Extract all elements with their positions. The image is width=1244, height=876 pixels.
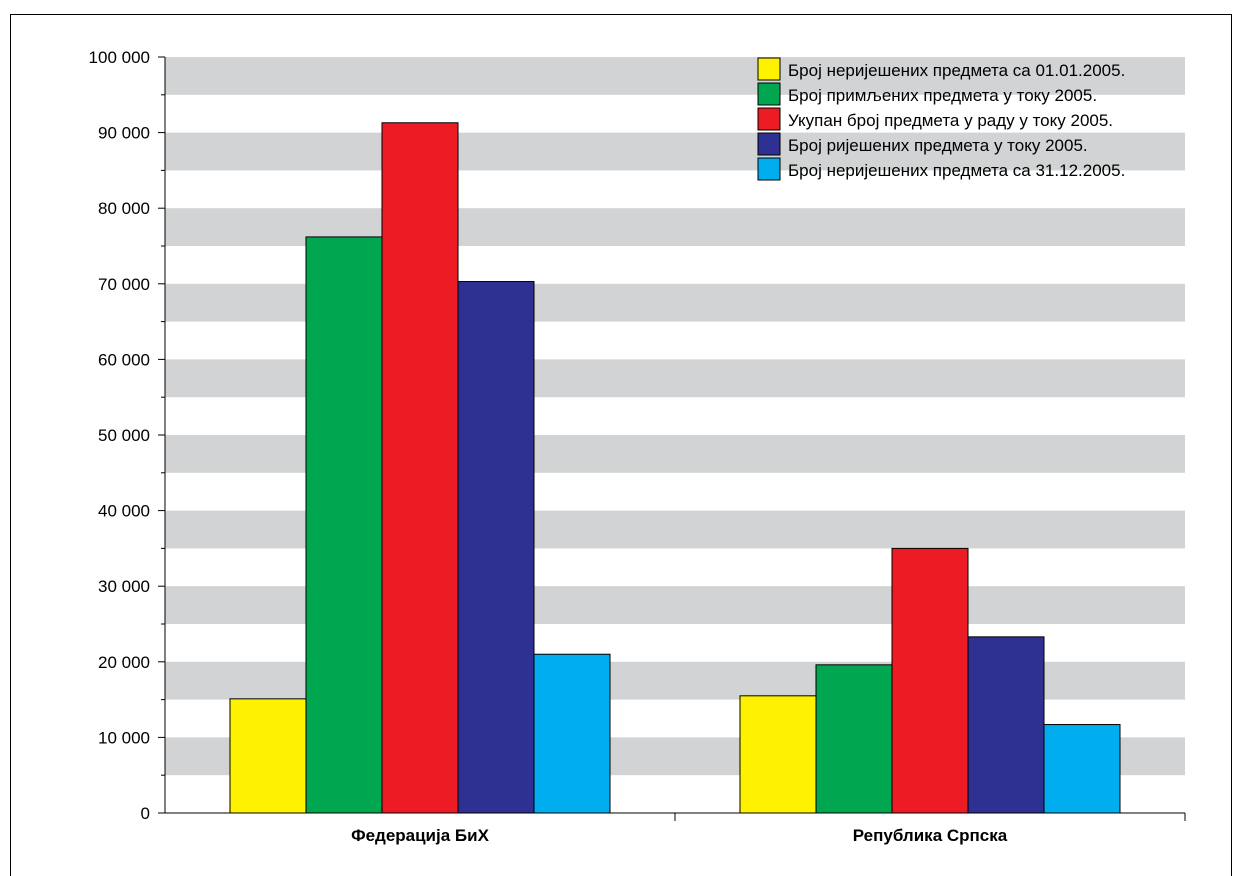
y-tick-label: 30 000	[98, 577, 150, 596]
y-tick-label: 70 000	[98, 275, 150, 294]
bar	[1043, 724, 1121, 814]
y-tick-label: 80 000	[98, 199, 150, 218]
bar	[967, 636, 1045, 814]
bar	[229, 698, 307, 814]
legend: Број неријешених предмета са 01.01.2005.…	[757, 57, 1125, 181]
y-tick-label: 90 000	[98, 124, 150, 143]
bar	[815, 664, 893, 814]
grid-band	[165, 57, 1185, 95]
legend-label: Број ријешених предмета у току 2005.	[788, 136, 1088, 155]
chart-frame	[10, 14, 1232, 876]
y-tick-label: 0	[141, 804, 150, 823]
bar	[891, 547, 969, 814]
legend-label: Број примљених предмета у току 2005.	[788, 86, 1097, 105]
x-category-label: Република Српска	[853, 826, 1008, 845]
legend-label: Укупан број предмета у раду у току 2005.	[788, 111, 1113, 130]
grid-band	[165, 132, 1185, 171]
legend-label: Број неријешених предмета са 31.12.2005.	[788, 161, 1125, 180]
legend-label: Број неријешених предмета са 01.01.2005.	[788, 61, 1125, 80]
legend-swatch	[757, 57, 781, 81]
legend-swatch	[757, 157, 781, 181]
bar	[739, 695, 817, 814]
bar	[305, 236, 383, 814]
y-tick-label: 50 000	[98, 426, 150, 445]
y-tick-label: 100 000	[89, 48, 150, 67]
legend-swatch	[757, 132, 781, 156]
y-tick-label: 10 000	[98, 728, 150, 747]
y-tick-label: 40 000	[98, 502, 150, 521]
legend-swatch	[757, 82, 781, 106]
legend-swatch	[757, 107, 781, 131]
y-axis-ticks: 0 10 000 20 000 30 000 40 000 50 000 60 000 70 …	[89, 48, 165, 823]
y-tick-label: 60 000	[98, 350, 150, 369]
bar	[381, 122, 459, 814]
bar	[457, 281, 535, 814]
x-category-label: Федерација БиХ	[351, 826, 490, 845]
x-axis-categories: Федерација БиХ Република Српска	[351, 813, 1186, 845]
bar	[533, 653, 611, 814]
y-tick-label: 20 000	[98, 653, 150, 672]
bars	[229, 122, 1121, 814]
